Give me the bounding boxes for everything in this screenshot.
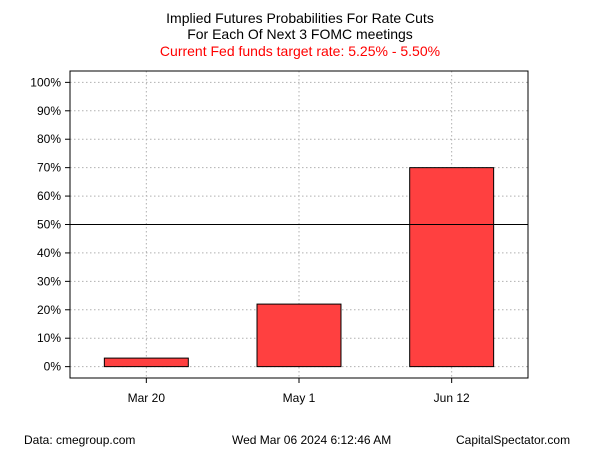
chart-title-line-2: For Each Of Next 3 FOMC meetings (187, 26, 413, 42)
chart-title-block: Implied Futures Probabilities For Rate C… (0, 10, 600, 59)
y-tick-label: 70% (37, 161, 61, 175)
bar-mar-20 (103, 357, 189, 368)
x-tick-label: Mar 20 (128, 391, 166, 405)
y-tick-label: 20% (37, 303, 61, 317)
y-tick-label: 100% (30, 75, 61, 89)
axis-layer: 0% 10% 20% 30% 40% 50% 60% 70% 80% 90% 100% Mar 20 M… (30, 70, 529, 405)
chart-subtitle: Current Fed funds target rate: 5.25% - 5… (159, 43, 441, 59)
bar-may-1 (256, 303, 342, 368)
footer-timestamp: Wed Mar 06 2024 6:12:46 AM (232, 433, 392, 447)
y-tick-label: 50% (37, 218, 61, 232)
y-tick-label: 90% (37, 104, 61, 118)
bar-jun-12 (409, 167, 495, 368)
y-tick-label: 10% (37, 331, 61, 345)
y-tick-label: 60% (37, 189, 61, 203)
y-tick-label: 40% (37, 246, 61, 260)
chart-title-line-1: Implied Futures Probabilities For Rate C… (166, 10, 434, 26)
y-tick-label: 80% (37, 132, 61, 146)
footer-data-source: Data: cmegroup.com (24, 433, 136, 447)
y-tick-label: 30% (37, 274, 61, 288)
footer-site: CapitalSpectator.com (456, 433, 571, 447)
x-tick-label: Jun 12 (434, 391, 470, 405)
x-tick-label: May 1 (283, 391, 316, 405)
y-tick-label: 0% (44, 360, 62, 374)
bars-layer (103, 167, 495, 368)
